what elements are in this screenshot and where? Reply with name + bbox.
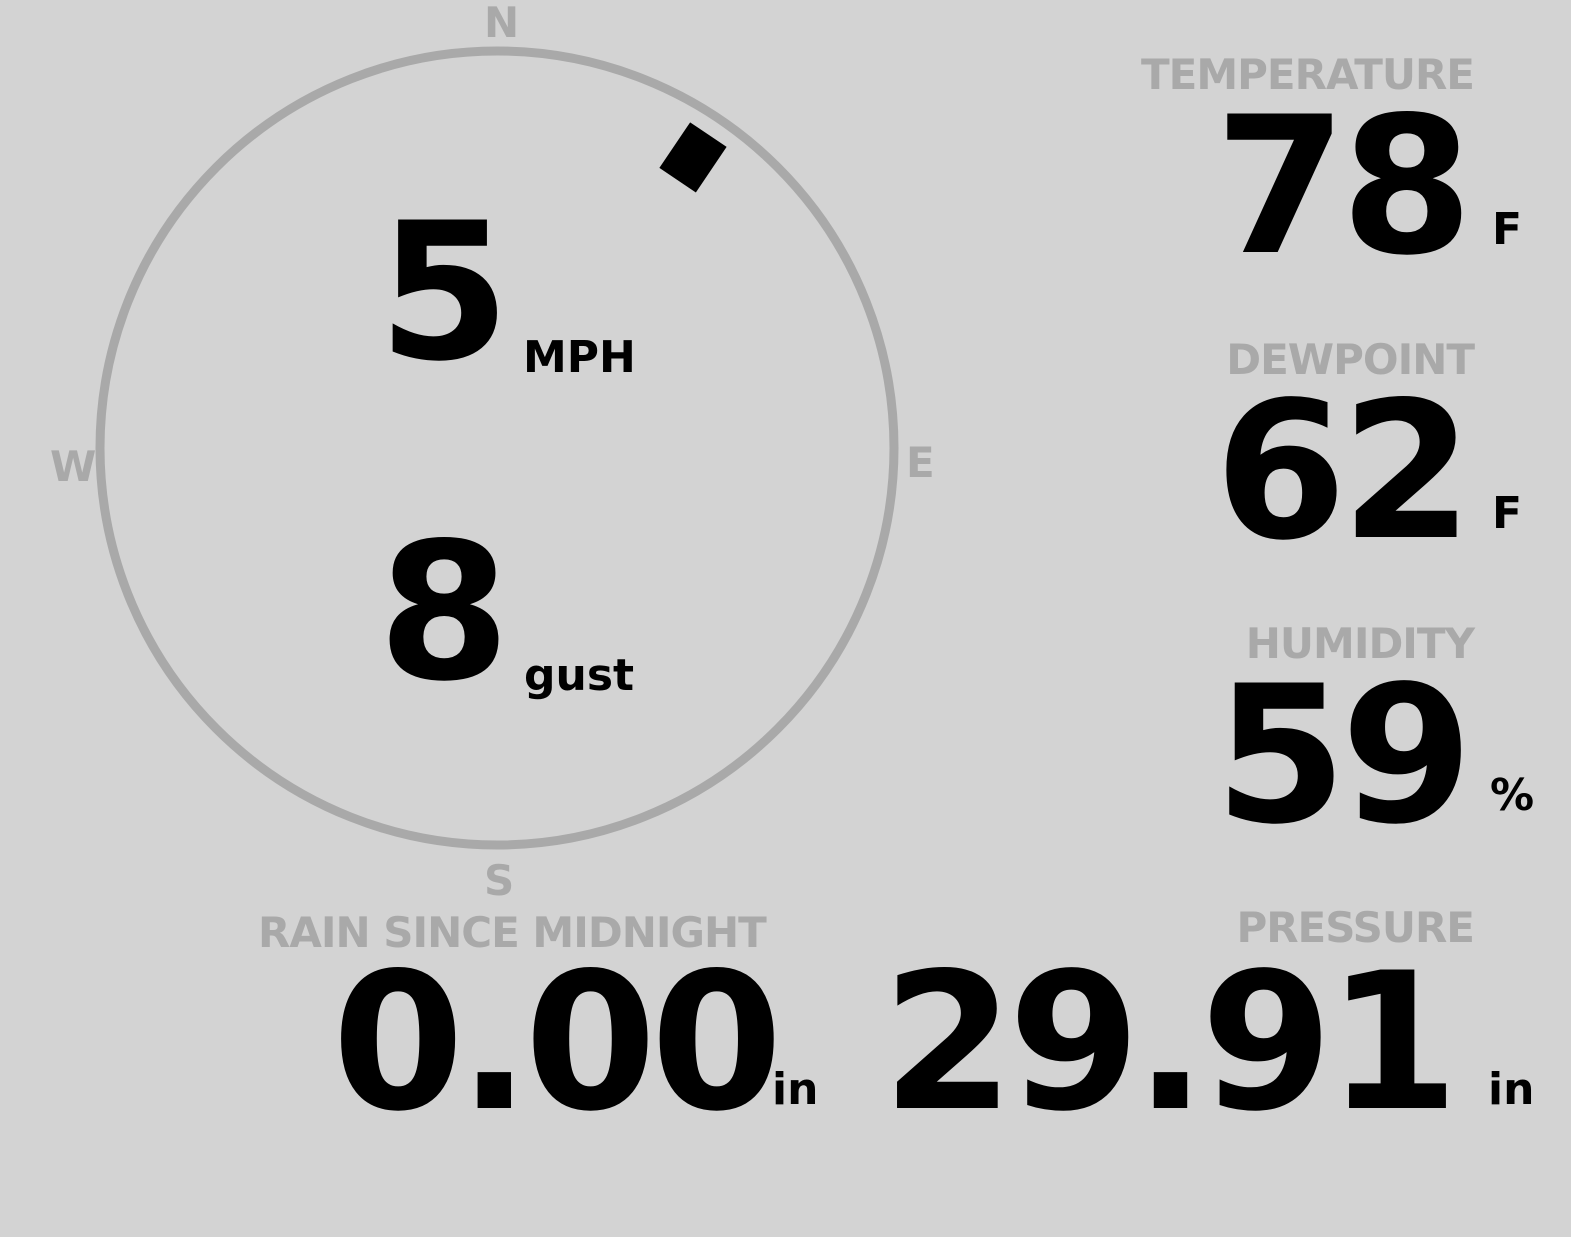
compass-south: S bbox=[484, 856, 515, 905]
wind-gust-value: 8 bbox=[378, 502, 510, 723]
humidity-unit: % bbox=[1490, 770, 1535, 821]
compass-east: E bbox=[906, 438, 935, 487]
wind-speed-value: 5 bbox=[378, 182, 510, 403]
pressure-unit: in bbox=[1488, 1064, 1535, 1115]
wind-gust-label: gust bbox=[524, 650, 635, 701]
dewpoint-value: 62 bbox=[1214, 361, 1473, 582]
dewpoint-unit: F bbox=[1492, 488, 1523, 539]
temperature-label: TEMPERATURE bbox=[1141, 50, 1475, 99]
compass-north: N bbox=[484, 0, 520, 47]
temperature-unit: F bbox=[1492, 204, 1523, 255]
dewpoint-label: DEWPOINT bbox=[1226, 335, 1475, 384]
humidity-value: 59 bbox=[1214, 645, 1473, 866]
compass-ring bbox=[95, 46, 899, 850]
pressure-value: 29.91 bbox=[882, 932, 1459, 1153]
compass-west: W bbox=[50, 442, 97, 491]
rain-label: RAIN SINCE MIDNIGHT bbox=[258, 908, 767, 957]
wind-compass bbox=[95, 46, 899, 850]
wind-speed-unit: MPH bbox=[523, 332, 636, 383]
humidity-label: HUMIDITY bbox=[1245, 619, 1475, 668]
wind-direction-marker bbox=[659, 122, 727, 193]
temperature-value: 78 bbox=[1214, 76, 1473, 297]
rain-value: 0.00 bbox=[332, 932, 783, 1153]
pressure-label: PRESSURE bbox=[1236, 903, 1475, 952]
rain-unit: in bbox=[772, 1064, 819, 1115]
